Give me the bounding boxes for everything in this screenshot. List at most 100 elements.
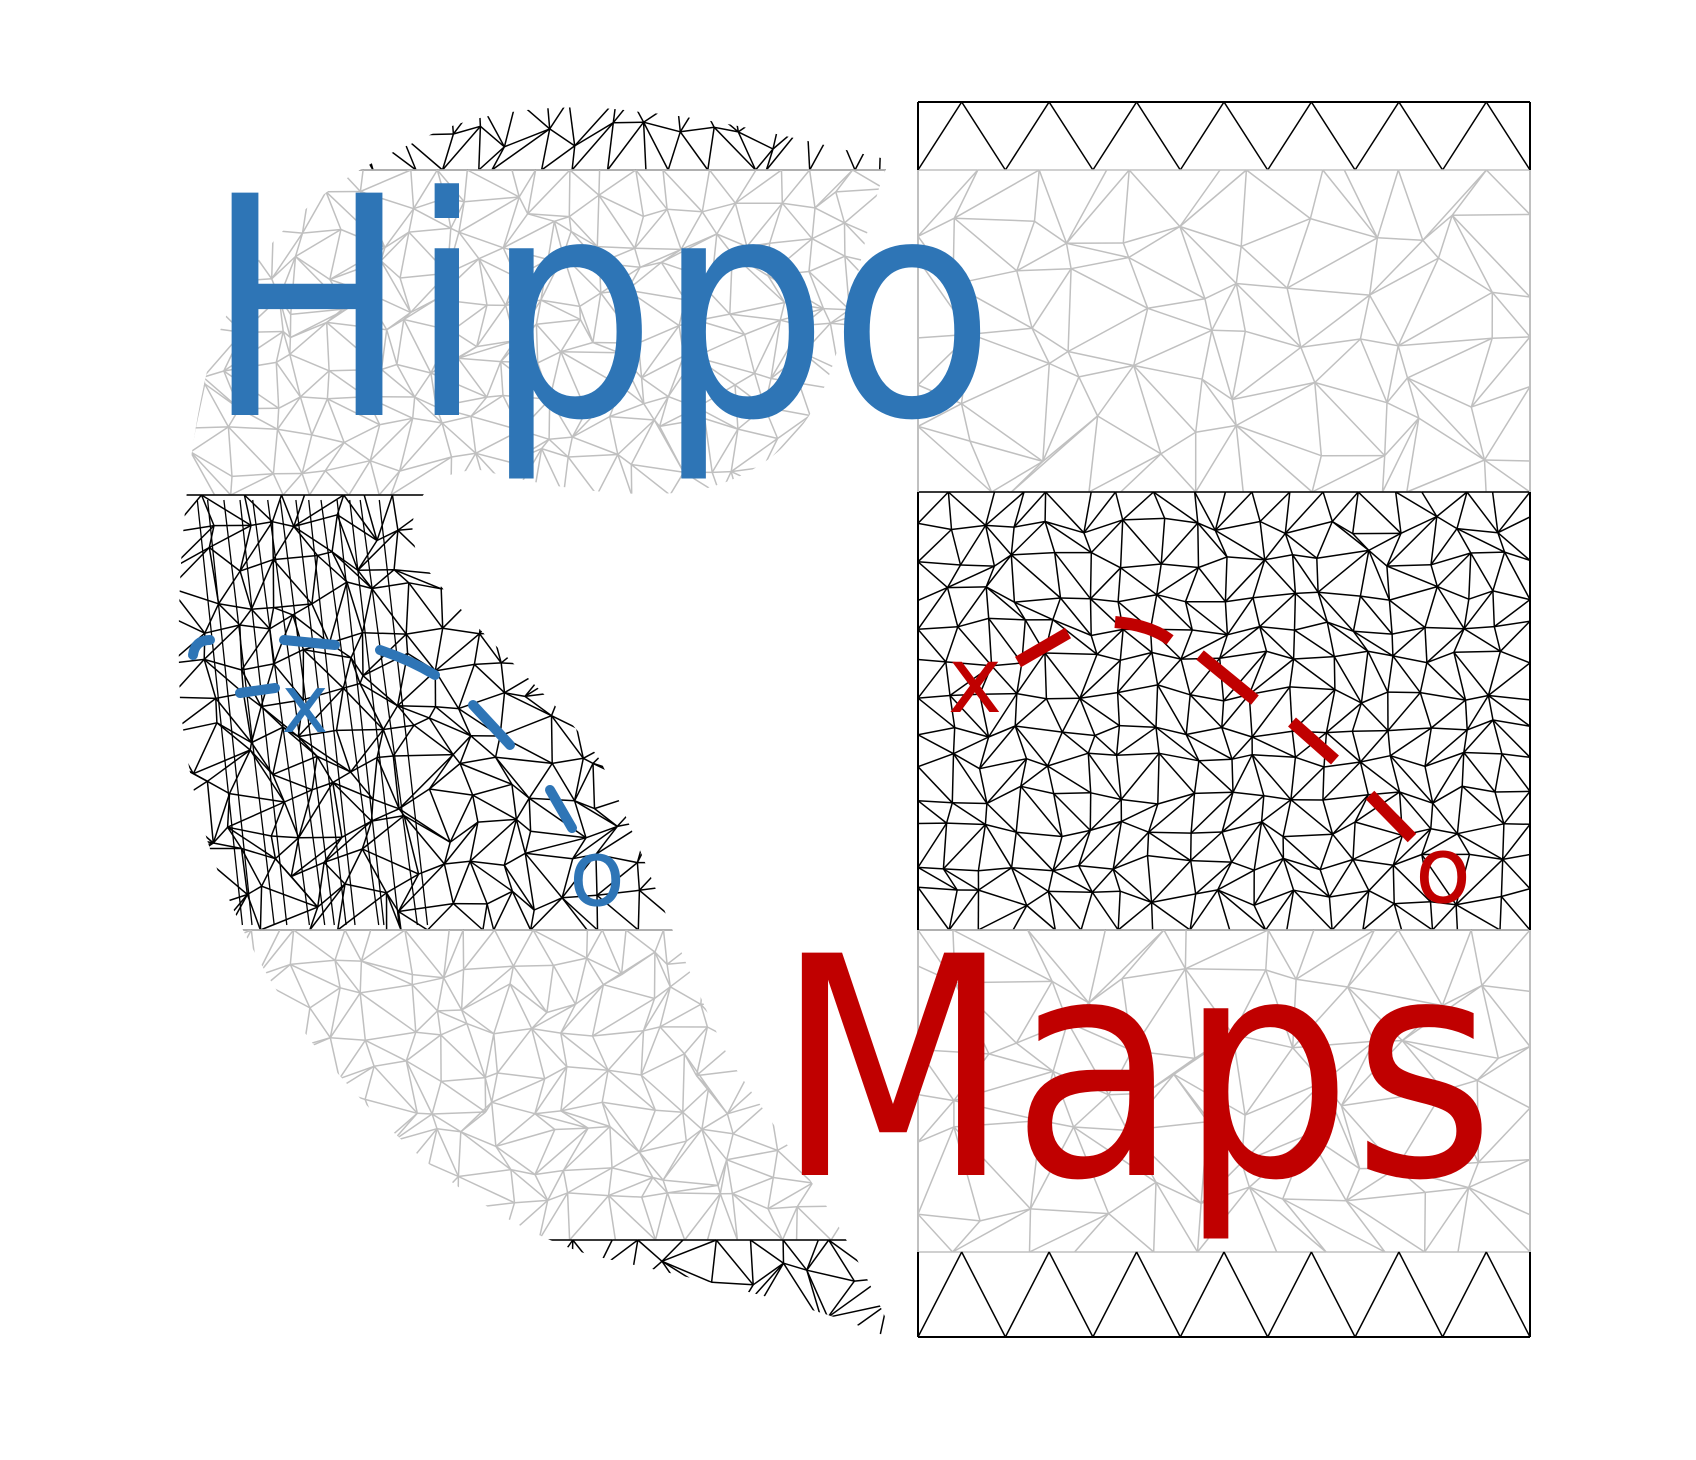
unfolded-mesh-edge <box>1463 628 1501 652</box>
unfolded-mesh-edge <box>1261 821 1284 838</box>
folded-mesh-edge <box>378 470 401 496</box>
unfolded-mesh-edge <box>1088 977 1123 1004</box>
folded-mesh-edge <box>653 396 669 421</box>
unfolded-mesh-edge <box>1051 981 1069 1023</box>
unfolded-mesh-edge <box>942 823 948 869</box>
unfolded-mesh-edge <box>1329 889 1370 898</box>
unfolded-mesh-edge <box>1195 425 1237 493</box>
folded-mesh-edge <box>469 821 479 862</box>
logo-word-maps: Maps <box>775 892 1495 1247</box>
unfolded-mesh-edge <box>1347 929 1399 988</box>
unfolded-mesh-edge <box>1359 761 1370 795</box>
unfolded-mesh-edge <box>1387 727 1432 732</box>
folded-mesh-edge <box>531 1011 548 1030</box>
unfolded-mesh-edge <box>1227 625 1260 636</box>
folded-mesh-edge <box>435 406 443 424</box>
folded-mesh-fold-edge <box>223 499 275 926</box>
folded-mesh-edge <box>408 582 444 629</box>
folded-mesh-edge <box>511 890 532 931</box>
folded-mesh-edge <box>662 929 668 965</box>
folded-mesh-edge <box>505 258 549 306</box>
folded-mesh-edge <box>560 1066 568 1111</box>
unfolded-mesh-edge <box>1112 854 1148 870</box>
unfolded-mesh-edge <box>1052 597 1062 620</box>
unfolded-mesh-edge <box>1155 726 1200 762</box>
folded-mesh-edge <box>662 1140 687 1181</box>
unfolded-mesh-edge <box>1252 753 1296 759</box>
folded-mesh-edge <box>719 1193 739 1241</box>
unfolded-mesh-edge <box>1322 761 1361 801</box>
folded-mesh-edge <box>504 692 552 717</box>
unfolded-mesh-edge <box>1406 377 1420 419</box>
folded-mesh-edge <box>515 797 530 820</box>
folded-mesh-edge <box>626 261 662 291</box>
unfolded-mesh-edge <box>1152 1182 1157 1253</box>
unfolded-mesh-edge <box>1352 729 1389 732</box>
unfolded-mesh-edge <box>1311 455 1323 493</box>
unfolded-mesh-edge <box>1027 929 1090 1004</box>
folded-mesh-edge <box>478 258 507 306</box>
folded-mesh-edge <box>297 789 313 838</box>
folded-mesh-edge <box>359 683 384 730</box>
folded-mesh-edge <box>336 728 384 732</box>
folded-mesh-edge <box>412 973 444 979</box>
folded-mesh-edge <box>490 1102 497 1147</box>
unfolded-mesh-edge <box>1346 1191 1426 1202</box>
folded-mesh-edge <box>250 706 262 743</box>
unfolded-mesh-edge <box>1047 870 1054 892</box>
unfolded-mesh-edge <box>1067 268 1072 352</box>
folded-mesh-edge <box>329 992 361 1039</box>
unfolded-mesh-edge <box>1010 520 1046 556</box>
unfolded-mesh-edge <box>1011 867 1049 893</box>
unfolded-mesh-edge <box>953 1126 981 1222</box>
folded-mesh-edge <box>204 383 230 428</box>
folded-mesh-edge <box>412 169 438 210</box>
unfolded-mesh-edge <box>918 1213 981 1222</box>
folded-mesh-edge <box>293 526 319 556</box>
folded-mesh-edge <box>795 1206 798 1241</box>
unfolded-mesh-edge <box>1497 532 1506 553</box>
folded-mesh-edge <box>408 208 415 233</box>
unfolded-mesh-edge <box>1015 725 1063 733</box>
folded-mesh-edge <box>399 422 443 472</box>
folded-mesh-edge <box>486 890 513 905</box>
folded-mesh-edge <box>700 1004 709 1028</box>
folded-mesh-edge <box>729 313 746 335</box>
unfolded-mesh-edge <box>1147 307 1213 332</box>
unfolded-mesh-edge <box>1386 345 1399 403</box>
folded-mesh-edge <box>502 220 555 249</box>
unfolded-mesh-edge <box>1235 381 1316 427</box>
folded-mesh-edge <box>396 363 432 374</box>
folded-mesh-edge <box>683 355 695 358</box>
unfolded-mesh-edge <box>1158 752 1196 794</box>
folded-mesh-edge <box>435 705 459 710</box>
folded-mesh-edge <box>475 304 488 347</box>
folded-mesh-edge <box>808 169 816 209</box>
folded-mesh-edge <box>275 361 302 398</box>
unfolded-mesh-edge <box>1282 1198 1347 1202</box>
folded-mesh-edge <box>514 299 542 342</box>
folded-mesh-edge <box>493 890 514 931</box>
folded-mesh-edge <box>682 1112 688 1142</box>
unfolded-mesh-edge <box>1360 702 1389 732</box>
folded-mesh-edge <box>525 837 587 855</box>
folded-mesh-edge <box>680 126 715 133</box>
folded-mesh-edge <box>667 131 682 171</box>
folded-mesh-edge <box>678 299 686 326</box>
unfolded-mesh-edge <box>1189 860 1197 895</box>
unfolded-mesh-edge <box>1293 593 1297 631</box>
folded-mesh-edge <box>271 232 304 280</box>
unfolded-mesh-edge <box>1251 736 1296 758</box>
folded-mesh-edge <box>592 997 655 1037</box>
unfolded-mesh-edge <box>1436 586 1465 630</box>
unfolded-mesh-edge <box>1441 984 1483 1007</box>
unfolded-mesh-edge <box>1376 169 1400 239</box>
folded-mesh-edge <box>561 853 597 899</box>
folded-mesh-edge <box>369 424 381 461</box>
unfolded-mesh-edge <box>1128 169 1181 228</box>
folded-mesh-edge <box>299 370 330 398</box>
folded-mesh-edge <box>243 494 252 526</box>
folded-mesh-edge <box>460 1009 468 1024</box>
folded-mesh-edge <box>239 608 253 626</box>
folded-mesh-edge <box>520 429 550 441</box>
